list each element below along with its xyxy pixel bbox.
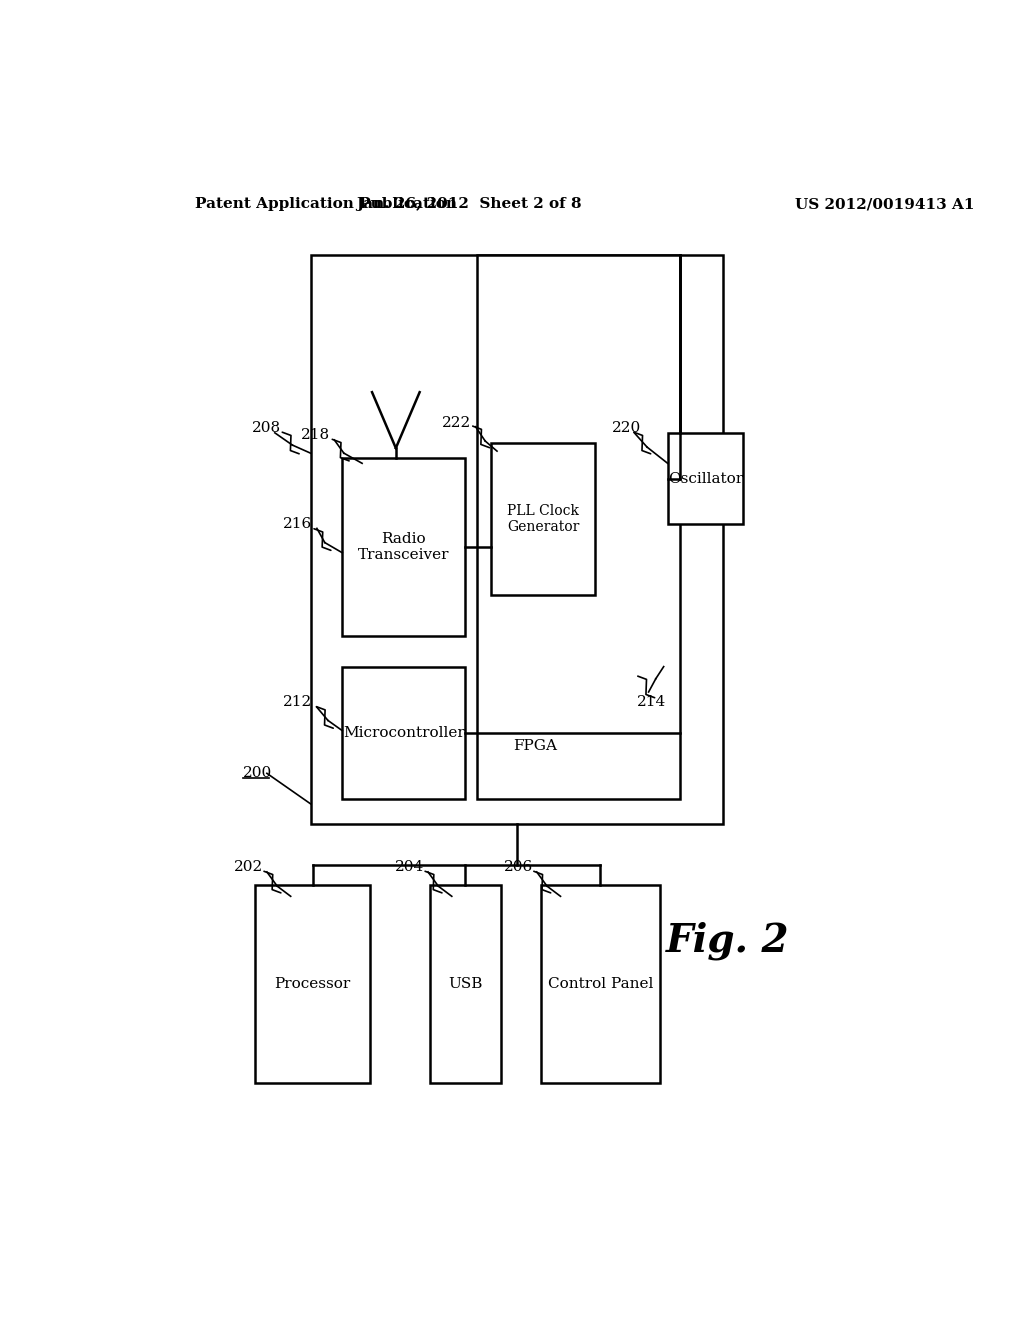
Text: 206: 206	[504, 859, 532, 874]
Text: Patent Application Publication: Patent Application Publication	[196, 197, 458, 211]
Text: 222: 222	[441, 416, 471, 430]
Text: Microcontroller: Microcontroller	[343, 726, 465, 739]
Bar	[668, 433, 743, 524]
Text: Jan. 26, 2012  Sheet 2 of 8: Jan. 26, 2012 Sheet 2 of 8	[356, 197, 582, 211]
Bar	[342, 667, 465, 799]
Text: Fig. 2: Fig. 2	[666, 921, 788, 960]
Text: USB: USB	[449, 977, 482, 991]
Bar	[541, 886, 659, 1084]
Bar	[492, 444, 595, 595]
Text: 204: 204	[395, 859, 424, 874]
Text: Radio
Transceiver: Radio Transceiver	[358, 532, 450, 562]
Text: PLL Clock
Generator: PLL Clock Generator	[507, 504, 580, 535]
Text: 202: 202	[233, 859, 263, 874]
Text: 212: 212	[283, 696, 312, 709]
Text: Processor: Processor	[274, 977, 350, 991]
Text: 208: 208	[252, 421, 282, 434]
Text: 218: 218	[301, 428, 331, 442]
Bar	[477, 255, 680, 799]
Text: Oscillator: Oscillator	[668, 471, 742, 486]
Text: FPGA: FPGA	[513, 739, 557, 752]
Bar	[255, 886, 370, 1084]
Text: 200: 200	[243, 767, 272, 780]
Text: US 2012/0019413 A1: US 2012/0019413 A1	[795, 197, 974, 211]
Bar	[342, 458, 465, 636]
Bar	[310, 255, 723, 824]
Text: 220: 220	[611, 421, 641, 434]
Text: 214: 214	[637, 696, 667, 709]
Bar	[430, 886, 501, 1084]
Text: Control Panel: Control Panel	[548, 977, 653, 991]
Text: 216: 216	[283, 517, 312, 532]
